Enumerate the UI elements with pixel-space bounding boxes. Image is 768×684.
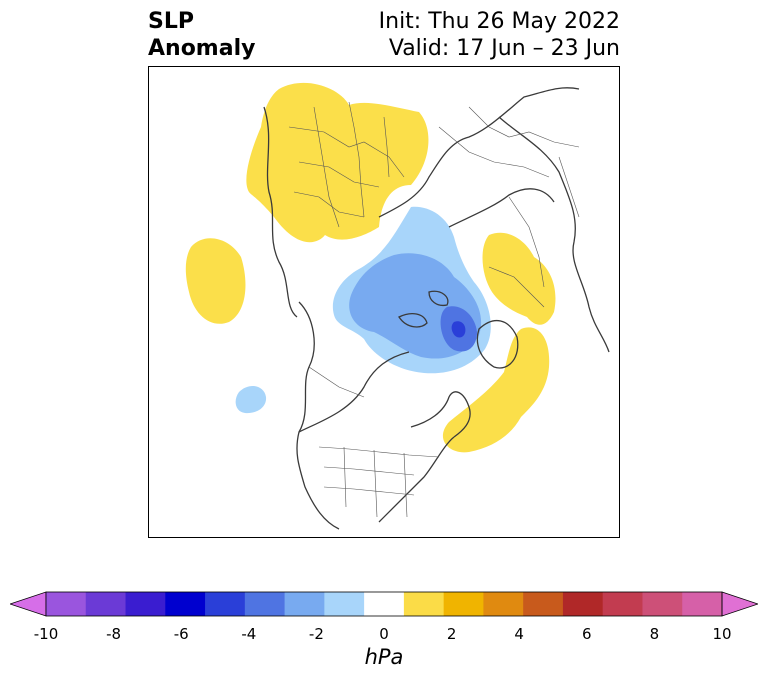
political-borders bbox=[288, 101, 580, 518]
colorbar-segment bbox=[642, 592, 683, 616]
colorbar-segment bbox=[244, 592, 286, 616]
title-line-2: Anomaly bbox=[148, 36, 256, 61]
colorbar-segment bbox=[682, 592, 723, 616]
map-panel bbox=[148, 66, 620, 538]
colorbar-frame bbox=[45, 591, 723, 617]
anomaly-negative-arctic-core bbox=[451, 321, 466, 338]
colorbar-tick-label: 10 bbox=[712, 625, 732, 643]
colorbar-segment bbox=[403, 592, 445, 616]
colorbar-tick-label: 2 bbox=[446, 625, 457, 643]
colorbar-tick-label: 4 bbox=[514, 625, 524, 643]
colorbar-segment bbox=[205, 592, 246, 616]
colorbar-tick-label: 0 bbox=[379, 625, 389, 643]
colorbar-tick-label: -6 bbox=[173, 625, 189, 643]
colorbar-extension-low bbox=[10, 591, 47, 617]
init-date: Init: Thu 26 May 2022 bbox=[378, 9, 620, 34]
colorbar-tick-label: -8 bbox=[106, 625, 122, 643]
anomaly-negative-eastpacific bbox=[235, 385, 267, 414]
colorbar-tick-label: 6 bbox=[582, 625, 592, 643]
colorbar-segment bbox=[284, 592, 325, 616]
title-line-1: SLP bbox=[148, 9, 194, 34]
colorbar bbox=[10, 591, 758, 617]
colorbar-segment bbox=[523, 592, 564, 616]
valid-period: Valid: 17 Jun – 23 Jun bbox=[388, 36, 620, 61]
colorbar-tick-label: -4 bbox=[241, 625, 257, 643]
anomaly-positive-europe bbox=[246, 82, 429, 243]
anomaly-positive-pacific bbox=[185, 238, 246, 324]
colorbar-segment bbox=[562, 592, 604, 616]
colorbar-segment bbox=[324, 592, 365, 616]
colorbar-segment bbox=[443, 592, 484, 616]
colorbar-tick-label: 8 bbox=[649, 625, 660, 643]
colorbar-extension-high bbox=[721, 591, 758, 617]
coastlines bbox=[263, 87, 610, 530]
colorbar-segment bbox=[85, 592, 127, 616]
anomaly-positive-bering bbox=[482, 232, 556, 325]
date-info: Init: Thu 26 May 2022 Valid: 17 Jun – 23… bbox=[379, 8, 620, 62]
colorbar-tick-label: -10 bbox=[33, 625, 59, 643]
colorbar-segment bbox=[46, 592, 87, 616]
colorbar-segment bbox=[165, 592, 206, 616]
map-title: SLP Anomaly bbox=[148, 8, 255, 62]
colorbar-tick-label: -2 bbox=[308, 625, 324, 643]
colorbar-segment bbox=[483, 592, 524, 616]
colorbar-segment bbox=[602, 592, 643, 616]
colorbar-segment bbox=[125, 592, 166, 616]
anomaly-map bbox=[185, 82, 610, 530]
colorbar-segment bbox=[364, 592, 405, 616]
anomaly-positive-atlantic bbox=[442, 327, 550, 453]
colorbar-unit: hPa bbox=[364, 645, 404, 669]
